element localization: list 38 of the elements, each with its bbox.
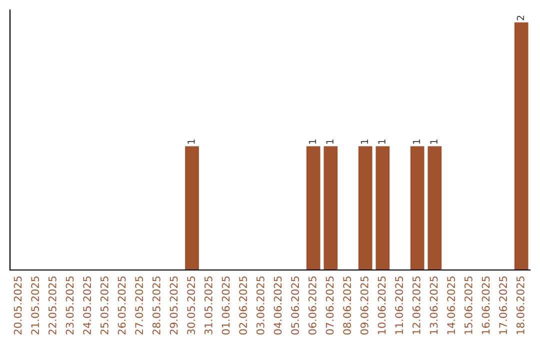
x-tick-label: 16.06.2025 <box>482 276 490 334</box>
x-tick-label: 30.05.2025 <box>187 276 196 334</box>
data-label: 1 <box>360 140 368 144</box>
x-tick-label: 04.06.2025 <box>274 276 282 335</box>
x-tick-label: 08.06.2025 <box>343 276 352 335</box>
data-label: 1 <box>308 140 316 144</box>
x-tick-label: 10.06.2025 <box>378 276 386 334</box>
data-label: 1 <box>412 140 420 144</box>
x-tick-label: 13.06.2025 <box>430 276 438 334</box>
x-tick-label: 09.06.2025 <box>360 276 368 335</box>
x-tick-label: 07.06.2025 <box>326 276 334 335</box>
x-tick-label: 25.05.2025 <box>100 276 108 334</box>
data-label: 1 <box>430 140 438 144</box>
data-label: 1 <box>378 140 386 144</box>
x-tick-label: 12.06.2025 <box>412 276 420 334</box>
x-tick-label: 15.06.2025 <box>464 276 472 334</box>
x-tick-label: 23.05.2025 <box>66 276 74 334</box>
data-label: 1 <box>188 140 195 144</box>
x-tick-label: 05.06.2025 <box>291 276 300 335</box>
x-tick-label: 29.05.2025 <box>170 276 178 334</box>
x-tick-label: 14.06.2025 <box>447 276 456 334</box>
x-tick-label: 27.05.2025 <box>135 276 144 334</box>
x-tick-label: 17.06.2025 <box>499 276 508 334</box>
x-tick-label: 02.06.2025 <box>239 276 248 335</box>
x-tick-label: 20.05.2025 <box>14 276 22 334</box>
x-tick-label: 03.06.2025 <box>256 276 264 335</box>
x-tick-label: 21.05.2025 <box>31 276 40 334</box>
x-tick-label: 18.06.2025 <box>516 276 524 334</box>
data-label: 1 <box>326 140 334 144</box>
x-tick-label: 11.06.2025 <box>395 276 404 334</box>
x-tick-label: 28.05.2025 <box>152 276 160 334</box>
x-tick-label: 22.05.2025 <box>48 276 56 334</box>
x-tick-label: 31.05.2025 <box>204 276 212 334</box>
x-tick-label: 24.05.2025 <box>83 276 92 334</box>
x-tick-label: 26.05.2025 <box>118 276 126 334</box>
x-tick-label: 06.06.2025 <box>308 276 316 335</box>
data-label: 2 <box>516 16 524 20</box>
x-tick-label: 01.06.2025 <box>222 276 230 335</box>
